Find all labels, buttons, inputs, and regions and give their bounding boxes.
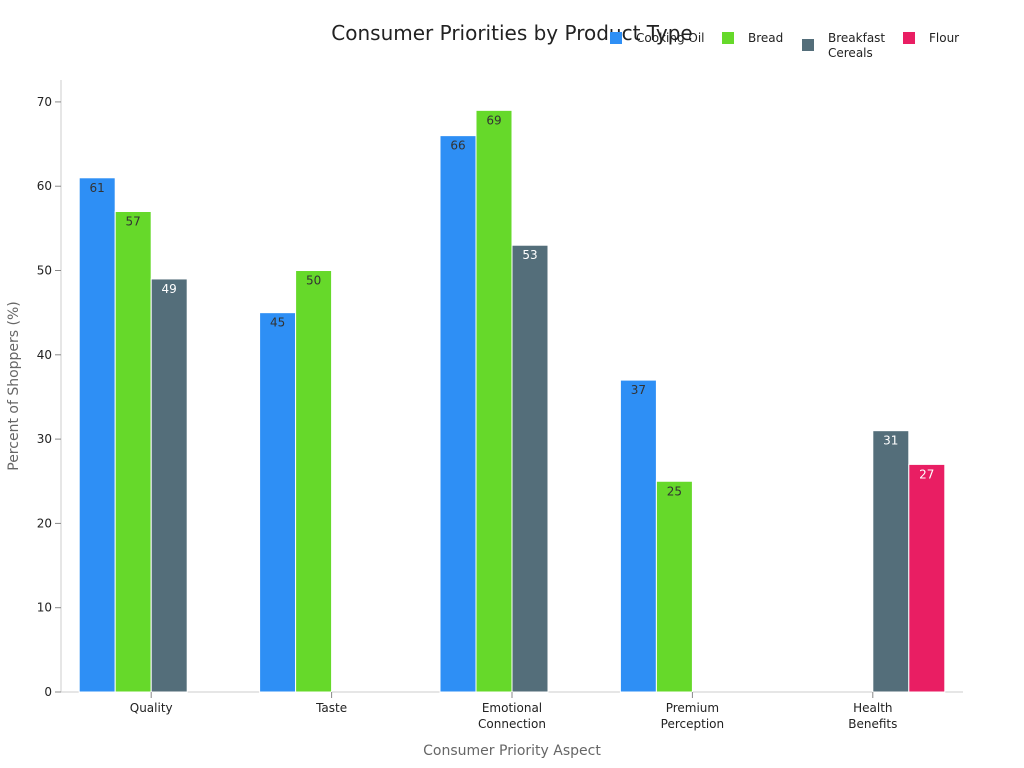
legend-item-flour[interactable]: Flour [903, 31, 959, 45]
y-tick-label: 10 [37, 601, 52, 615]
y-tick-label: 0 [44, 685, 52, 699]
x-tick-label-taste: Taste [315, 701, 347, 715]
bar-bread-premium-perception [655, 480, 693, 693]
x-tick-label-health-benefits: Health Benefits [848, 701, 897, 731]
legend-swatch [610, 32, 622, 44]
bar-breakfast-cereals-emotional-connection [511, 244, 549, 693]
bar-cooking-oil-premium-perception [619, 379, 657, 693]
text-line: Bread [748, 31, 783, 45]
data-label: 25 [667, 484, 682, 498]
data-label: 50 [306, 274, 321, 288]
text-line: Breakfast [828, 31, 885, 45]
bar-bread-emotional-connection [475, 109, 513, 693]
x-tick-label-emotional-connection: Emotional Connection [478, 701, 546, 731]
data-label: 57 [126, 215, 141, 229]
x-tick-label-quality: Quality [130, 701, 173, 715]
bar-bread-quality [114, 211, 152, 693]
x-tick-label-premium-perception: Premium Perception [661, 701, 724, 731]
bars-group: 61 57 49 45 50 66 69 53 37 25 31 27 [78, 109, 946, 693]
text-line: Quality [130, 701, 173, 715]
text-line: Connection [478, 717, 546, 731]
text-line: Flour [929, 31, 959, 45]
legend-swatch [903, 32, 915, 44]
bar-cooking-oil-quality [78, 177, 116, 693]
data-label: 31 [883, 434, 898, 448]
bar-bread-taste [295, 270, 333, 693]
legend-label: Bread [748, 31, 783, 45]
text-line: Health [853, 701, 892, 715]
legend-label: Cooking Oil [636, 31, 705, 45]
text-line: Premium [666, 701, 719, 715]
legend-label: Flour [929, 31, 959, 45]
data-label: 45 [270, 316, 285, 330]
x-axis-title: Consumer Priority Aspect [423, 743, 601, 759]
legend: Cooking Oil Bread Breakfast Cereals Flour [610, 31, 959, 60]
data-label: 69 [486, 113, 501, 127]
bar-cooking-oil-taste [259, 312, 297, 693]
text-line: Emotional [482, 701, 542, 715]
text-line: Cooking Oil [636, 31, 705, 45]
data-label: 61 [90, 181, 105, 195]
y-tick-label: 20 [37, 516, 52, 530]
legend-swatch [722, 32, 734, 44]
bar-breakfast-cereals-health-benefits [872, 430, 910, 693]
legend-item-cooking-oil[interactable]: Cooking Oil [610, 31, 705, 45]
legend-swatch [802, 39, 814, 51]
data-label: 49 [162, 282, 177, 296]
bar-breakfast-cereals-quality [150, 278, 188, 693]
text-line: Perception [661, 717, 724, 731]
text-line: Cereals [828, 46, 873, 60]
data-label: 66 [450, 139, 465, 153]
y-axis-title: Percent of Shoppers (%) [6, 301, 22, 471]
data-label: 37 [631, 383, 646, 397]
data-label: 53 [522, 248, 537, 262]
y-tick-label: 70 [37, 95, 52, 109]
text-line: Taste [315, 701, 347, 715]
bar-flour-health-benefits [908, 463, 946, 693]
y-tick-label: 30 [37, 432, 52, 446]
bar-cooking-oil-emotional-connection [439, 135, 477, 693]
data-label: 27 [919, 467, 934, 481]
y-tick-label: 40 [37, 348, 52, 362]
y-tick-label: 60 [37, 179, 52, 193]
text-line: Benefits [848, 717, 897, 731]
chart-title: Consumer Priorities by Product Type [331, 21, 692, 45]
legend-item-breakfast-cereals[interactable]: Breakfast Cereals [802, 31, 885, 60]
y-tick-label: 50 [37, 264, 52, 278]
legend-label: Breakfast Cereals [828, 31, 885, 60]
legend-item-bread[interactable]: Bread [722, 31, 783, 45]
